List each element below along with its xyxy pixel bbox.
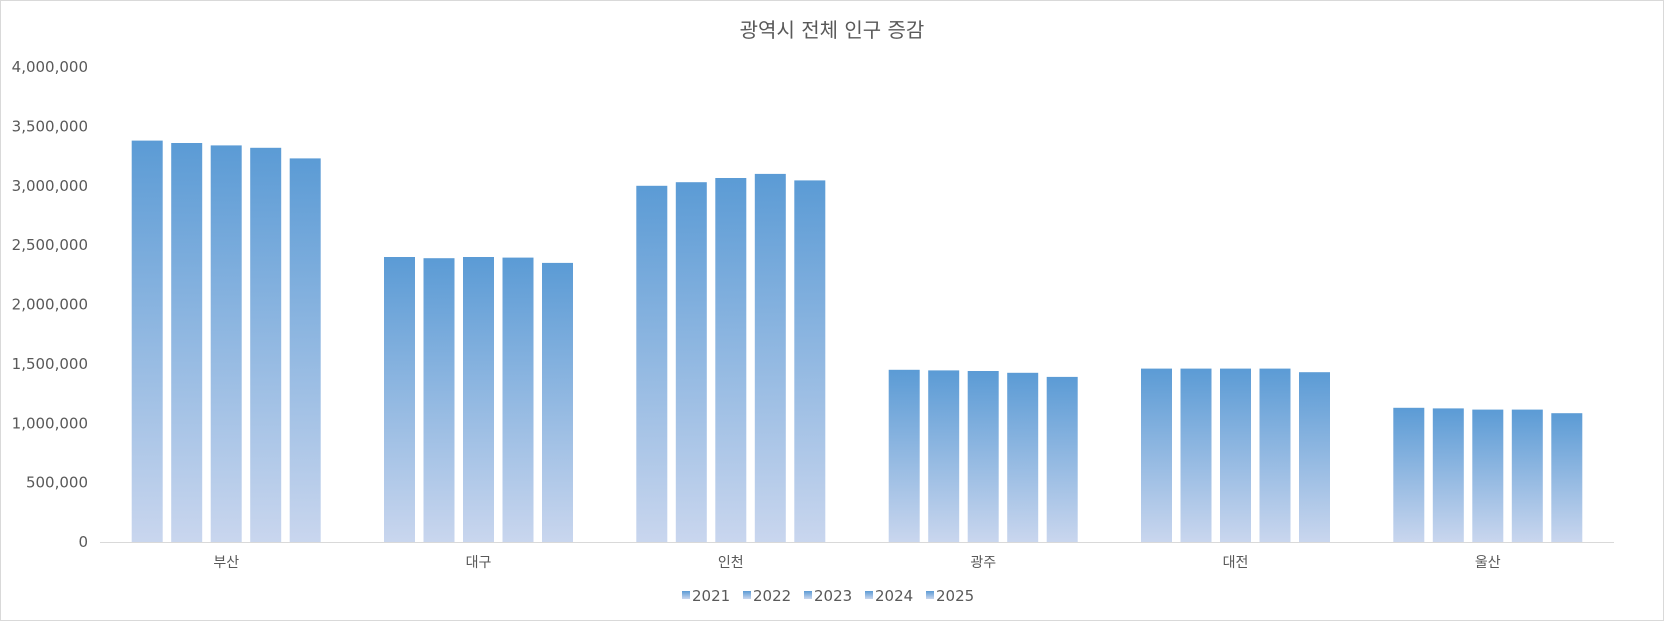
bar-인천-2022 [675, 182, 707, 542]
bar-부산-2024 [250, 147, 282, 543]
bar-대전-2025 [1299, 372, 1330, 542]
bar-울산-2021 [1393, 407, 1425, 542]
bar-대전-2023 [1220, 368, 1251, 542]
bar-부산-2023 [210, 145, 242, 542]
legend-label-2024: 2024 [875, 587, 913, 605]
bar-인천-2025 [794, 180, 826, 542]
legend-label-2023: 2023 [814, 587, 852, 605]
y-tick-label: 0 [78, 533, 88, 551]
bars [131, 140, 1583, 543]
y-tick-label: 500,000 [26, 474, 88, 492]
x-tick-label: 대구 [466, 555, 492, 571]
bar-부산-2022 [171, 143, 203, 542]
legend-label-2022: 2022 [753, 587, 791, 605]
bar-울산-2025 [1551, 413, 1583, 542]
y-tick-label: 3,500,000 [12, 117, 88, 135]
bar-대구-2022 [423, 258, 455, 542]
bar-대전-2021 [1141, 368, 1172, 542]
x-tick-label: 대전 [1223, 555, 1249, 571]
x-tick-label: 울산 [1475, 555, 1501, 571]
bar-인천-2024 [754, 173, 786, 542]
bar-대구-2021 [384, 257, 415, 542]
y-tick-label: 2,000,000 [12, 296, 88, 314]
legend-label-2021: 2021 [692, 587, 730, 605]
bar-대구-2025 [542, 262, 573, 542]
legend-swatch-2024 [865, 591, 873, 599]
bar-광주-2021 [888, 369, 920, 542]
y-tick-label: 1,500,000 [12, 355, 88, 373]
bar-대전-2022 [1180, 368, 1212, 542]
x-axis-labels: 부산 대구 인천 광주 대전 울산 [213, 555, 1500, 571]
bar-대구-2024 [502, 257, 534, 542]
y-tick-label: 1,000,000 [12, 414, 88, 432]
legend-swatch-2021 [682, 591, 690, 599]
y-tick-label: 3,000,000 [12, 177, 88, 195]
bar-울산-2023 [1472, 409, 1504, 542]
y-tick-label: 2,500,000 [12, 236, 88, 254]
legend-swatch-2025 [926, 591, 934, 599]
x-tick-label: 인천 [718, 555, 744, 571]
bar-부산-2021 [131, 140, 163, 542]
legend-label-2025: 2025 [936, 587, 974, 605]
x-tick-label: 광주 [970, 555, 996, 571]
legend-swatch-2023 [804, 591, 812, 599]
legend-swatch-2022 [743, 591, 751, 599]
legend: 2021 2022 2023 2024 2025 [682, 587, 974, 605]
bar-울산-2022 [1432, 408, 1464, 542]
bar-광주-2024 [1007, 372, 1039, 542]
bar-광주-2023 [967, 371, 999, 542]
y-axis-labels: 0 500,000 1,000,000 1,500,000 2,000,000 2,500… [12, 58, 88, 551]
bar-광주-2025 [1046, 376, 1078, 542]
chart-title: 광역시 전체 인구 증감 [739, 18, 925, 42]
bar-인천-2021 [636, 185, 668, 543]
bar-대전-2024 [1259, 368, 1291, 542]
y-tick-label: 4,000,000 [12, 58, 88, 76]
bar-울산-2024 [1511, 409, 1543, 542]
bar-광주-2022 [928, 370, 960, 542]
bar-인천-2023 [715, 178, 747, 542]
bar-대구-2023 [463, 257, 494, 542]
x-tick-label: 부산 [213, 555, 239, 571]
bar-부산-2025 [289, 158, 321, 542]
